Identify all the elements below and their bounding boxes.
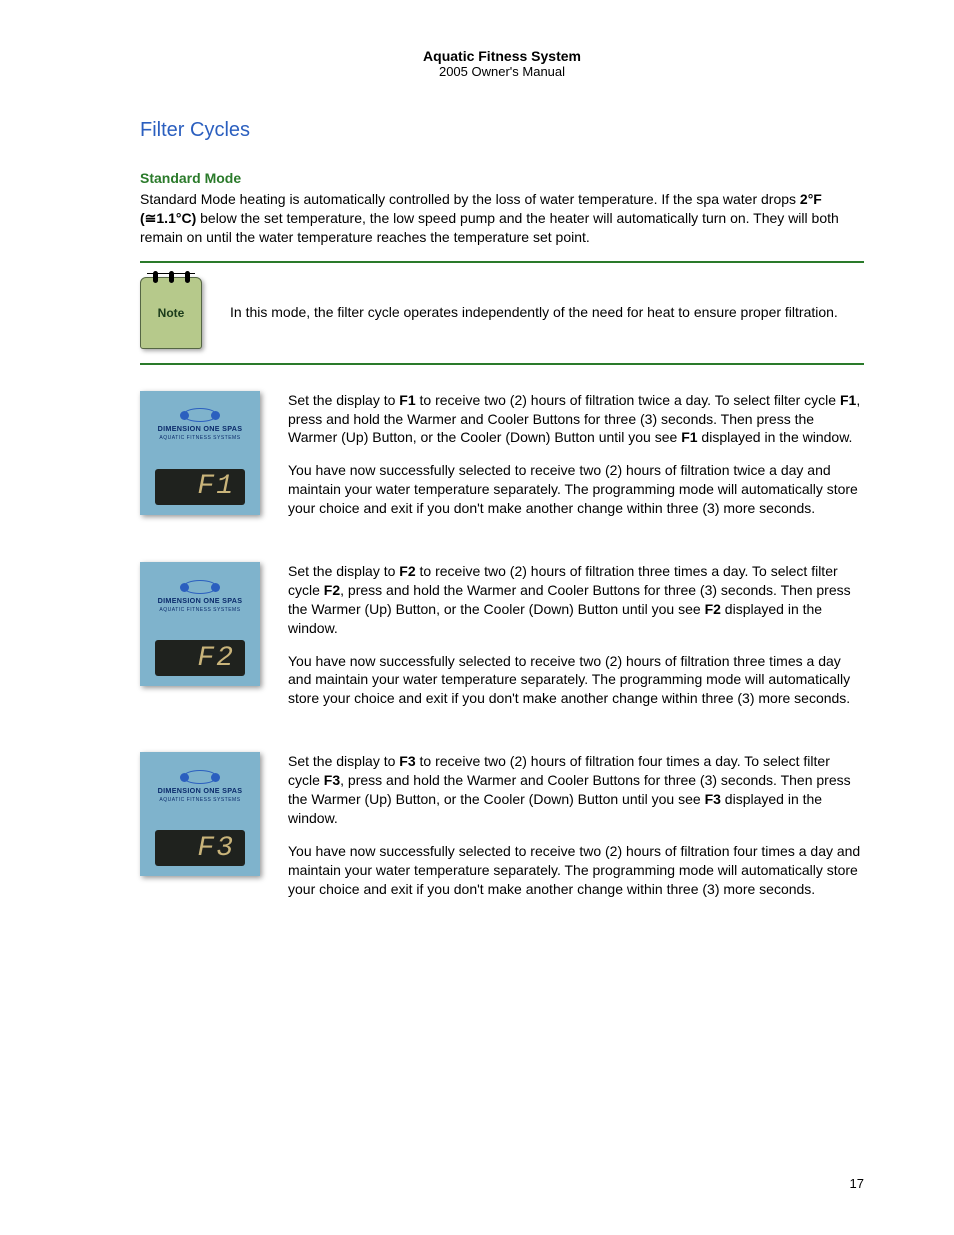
brand-logo-icon bbox=[183, 408, 217, 422]
display-panel: DIMENSION ONE SPAS AQUATIC FITNESS SYSTEM… bbox=[140, 752, 260, 876]
display-panel: DIMENSION ONE SPAS AQUATIC FITNESS SYSTEM… bbox=[140, 562, 260, 686]
cycle-code-bold: F2 bbox=[705, 601, 721, 617]
cycle-text-span: Set the display to bbox=[288, 753, 399, 769]
note-icon-label: Note bbox=[158, 306, 185, 320]
panel-brand-sub: AQUATIC FITNESS SYSTEMS bbox=[159, 607, 240, 613]
cycle-instruction: Set the display to F1 to receive two (2)… bbox=[288, 391, 864, 448]
panel-bottom: F2 bbox=[140, 630, 260, 686]
cycle-code-bold: F1 bbox=[840, 392, 856, 408]
cycle-confirmation: You have now successfully selected to re… bbox=[288, 842, 864, 899]
standard-mode-body: Standard Mode heating is automatically c… bbox=[140, 190, 864, 247]
panel-brand-name: DIMENSION ONE SPAS bbox=[158, 786, 243, 795]
panel-brand-sub: AQUATIC FITNESS SYSTEMS bbox=[159, 797, 240, 803]
lcd-display: F3 bbox=[155, 830, 245, 866]
body-pre: Standard Mode heating is automatically c… bbox=[140, 191, 800, 207]
section-title: Filter Cycles bbox=[140, 119, 864, 142]
cycles-container: DIMENSION ONE SPAS AQUATIC FITNESS SYSTEM… bbox=[140, 391, 864, 913]
standard-mode-heading: Standard Mode bbox=[140, 170, 864, 186]
display-panel: DIMENSION ONE SPAS AQUATIC FITNESS SYSTEM… bbox=[140, 391, 260, 515]
lcd-display: F2 bbox=[155, 640, 245, 676]
page-header: Aquatic Fitness System 2005 Owner's Manu… bbox=[140, 48, 864, 79]
cycle-code-bold: F2 bbox=[399, 563, 415, 579]
cycle-row: DIMENSION ONE SPAS AQUATIC FITNESS SYSTEM… bbox=[140, 391, 864, 532]
brand-logo-icon bbox=[183, 770, 217, 784]
brand-logo-icon bbox=[183, 580, 217, 594]
header-subtitle: 2005 Owner's Manual bbox=[140, 64, 864, 79]
panel-brand-name: DIMENSION ONE SPAS bbox=[158, 596, 243, 605]
document-page: Aquatic Fitness System 2005 Owner's Manu… bbox=[0, 0, 954, 912]
panel-bottom: F3 bbox=[140, 820, 260, 876]
cycle-row: DIMENSION ONE SPAS AQUATIC FITNESS SYSTEM… bbox=[140, 752, 864, 912]
cycle-text-span: displayed in the window. bbox=[698, 429, 853, 445]
cycle-row: DIMENSION ONE SPAS AQUATIC FITNESS SYSTEM… bbox=[140, 562, 864, 722]
panel-brand-name: DIMENSION ONE SPAS bbox=[158, 424, 243, 433]
cycle-instruction: Set the display to F2 to receive two (2)… bbox=[288, 562, 864, 638]
page-number: 17 bbox=[850, 1176, 864, 1191]
panel-top: DIMENSION ONE SPAS AQUATIC FITNESS SYSTEM… bbox=[140, 562, 260, 630]
cycle-code-bold: F2 bbox=[324, 582, 340, 598]
cycle-text: Set the display to F2 to receive two (2)… bbox=[288, 562, 864, 722]
cycle-instruction: Set the display to F3 to receive two (2)… bbox=[288, 752, 864, 828]
header-title: Aquatic Fitness System bbox=[140, 48, 864, 64]
cycle-confirmation: You have now successfully selected to re… bbox=[288, 652, 864, 709]
cycle-text: Set the display to F1 to receive two (2)… bbox=[288, 391, 864, 532]
cycle-code-bold: F1 bbox=[681, 429, 697, 445]
cycle-code-bold: F3 bbox=[705, 791, 721, 807]
panel-top: DIMENSION ONE SPAS AQUATIC FITNESS SYSTEM… bbox=[140, 391, 260, 459]
panel-bottom: F1 bbox=[140, 459, 260, 515]
panel-top: DIMENSION ONE SPAS AQUATIC FITNESS SYSTEM… bbox=[140, 752, 260, 820]
lcd-display: F1 bbox=[155, 469, 245, 505]
cycle-text-span: Set the display to bbox=[288, 563, 399, 579]
body-post: below the set temperature, the low speed… bbox=[140, 210, 839, 245]
note-text: In this mode, the filter cycle operates … bbox=[230, 303, 838, 322]
cycle-code-bold: F1 bbox=[399, 392, 415, 408]
note-icon: Note bbox=[140, 277, 202, 349]
cycle-code-bold: F3 bbox=[399, 753, 415, 769]
note-block: Note In this mode, the filter cycle oper… bbox=[140, 261, 864, 365]
cycle-text-span: to receive two (2) hours of filtration t… bbox=[416, 392, 840, 408]
cycle-text: Set the display to F3 to receive two (2)… bbox=[288, 752, 864, 912]
cycle-code-bold: F3 bbox=[324, 772, 340, 788]
cycle-text-span: Set the display to bbox=[288, 392, 399, 408]
panel-brand-sub: AQUATIC FITNESS SYSTEMS bbox=[159, 435, 240, 441]
cycle-confirmation: You have now successfully selected to re… bbox=[288, 461, 864, 518]
